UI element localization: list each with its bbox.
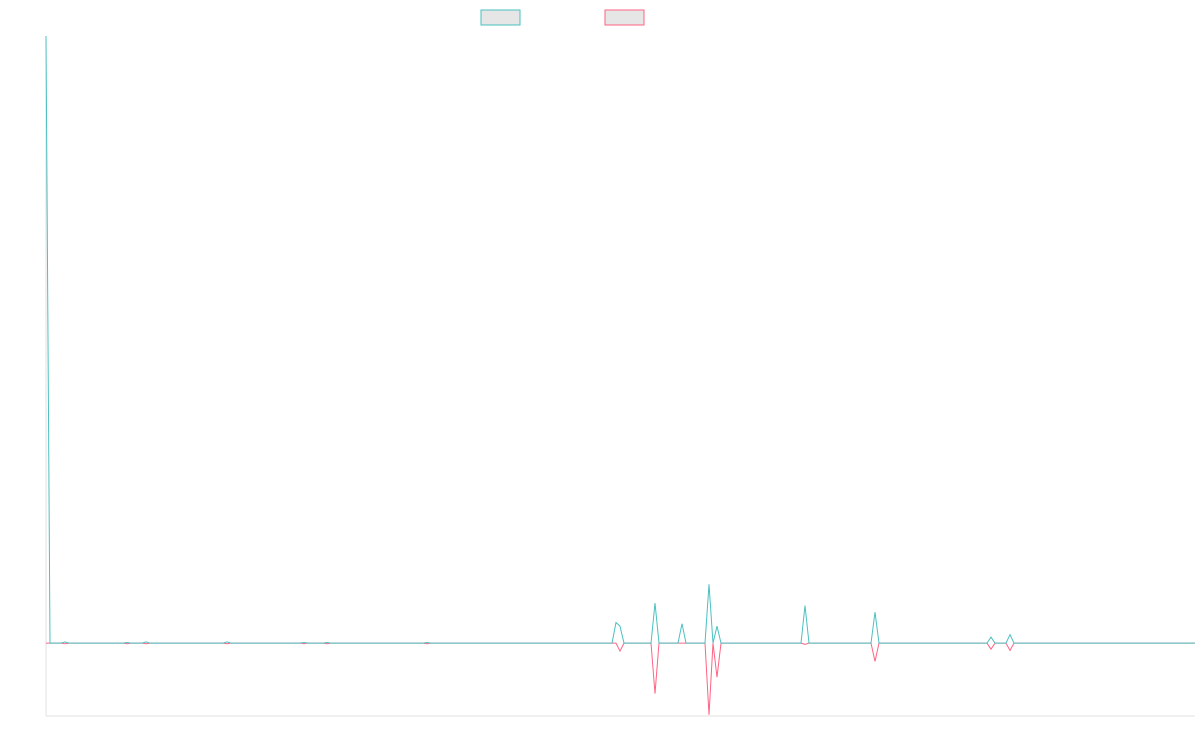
series-line — [45, 35, 1195, 644]
legend-swatch[interactable] — [480, 9, 521, 26]
series-line — [46, 642, 1195, 715]
legend-swatch[interactable] — [604, 9, 645, 26]
